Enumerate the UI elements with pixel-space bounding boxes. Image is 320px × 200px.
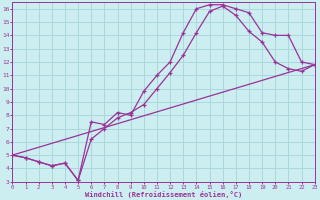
X-axis label: Windchill (Refroidissement éolien,°C): Windchill (Refroidissement éolien,°C) <box>85 191 242 198</box>
